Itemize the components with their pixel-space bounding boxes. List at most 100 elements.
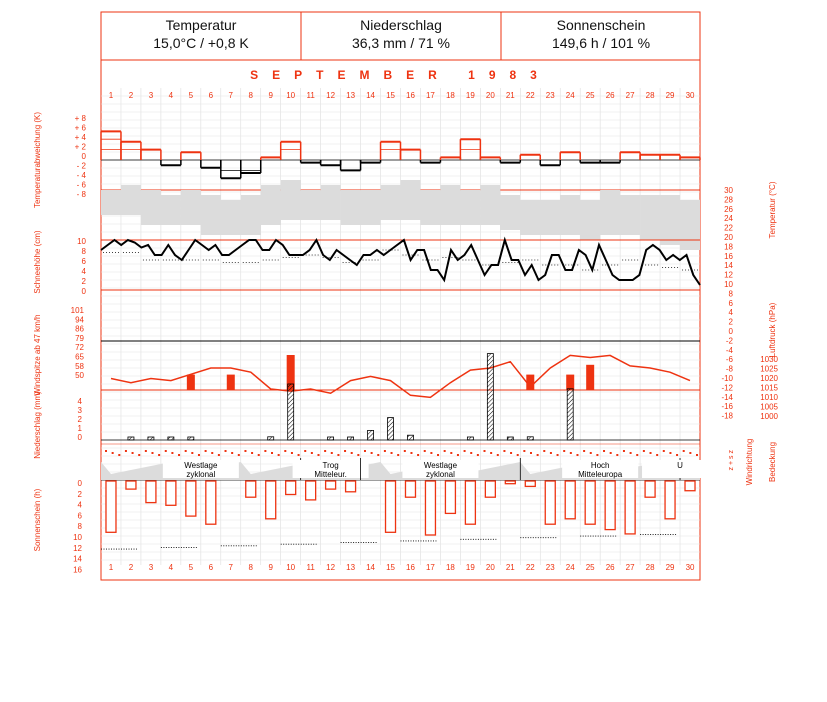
wind-dir-dot (131, 452, 134, 454)
temp-range-band (420, 190, 441, 225)
wind-dir-dot (284, 450, 287, 452)
wind-dir-dot (204, 450, 207, 452)
temperature-title: Temperatur (165, 17, 237, 33)
pressure-tick: 1005 (760, 403, 778, 412)
day-label-bottom: 23 (546, 563, 555, 572)
snow-axis-title: Schneehöhe (cm) (33, 230, 42, 293)
day-label-top: 8 (249, 91, 254, 100)
temp-range-band (240, 195, 261, 235)
precipitation-title: Niederschlag (360, 17, 442, 33)
temp-range-band (340, 190, 361, 225)
temp-tick: -12 (721, 383, 733, 392)
weather-type-box (292, 460, 369, 478)
sunshine-bar (644, 480, 656, 498)
temp-range-band (660, 195, 681, 245)
wind-dir-dot (231, 452, 234, 454)
temp-dev-tick: - 8 (77, 190, 87, 199)
sunshine-bar (464, 480, 477, 525)
temp-dev-tick: 0 (82, 152, 87, 161)
day-label-top: 26 (606, 91, 615, 100)
day-label-bottom: 17 (426, 563, 435, 572)
wind-dir-dot (656, 454, 659, 456)
wind-dir-axis-title: Windrichtung (745, 439, 754, 486)
sunshine-bar (504, 480, 516, 485)
day-label-top: 21 (506, 91, 515, 100)
sunshine-bar (544, 480, 556, 525)
sun-tick: 2 (78, 490, 83, 499)
wind-dir-dot (450, 452, 453, 454)
wind-dir-dot (622, 450, 625, 452)
day-label-bottom: 24 (566, 563, 575, 572)
day-label-bottom: 21 (506, 563, 515, 572)
day-label-bottom: 7 (229, 563, 234, 572)
temp-range-band (600, 190, 621, 235)
wind-tick: 79 (75, 334, 84, 343)
cloud-cover-area (101, 462, 700, 480)
temp-tick: 4 (729, 308, 734, 317)
wind-dir-dot (583, 450, 586, 452)
month-title: SEPTEMBER 1983 (250, 68, 551, 82)
wind-dir-dot (277, 454, 280, 456)
pressure-tick: 1030 (760, 355, 778, 364)
temp-dev-tick: + 6 (75, 124, 87, 133)
day-label-top: 30 (686, 91, 695, 100)
temp-range-band (380, 185, 401, 220)
precip-bar (466, 436, 474, 441)
wind-dir-dot (184, 450, 187, 452)
temp-dev-tick: + 8 (75, 114, 87, 123)
wind-dir-dot (357, 454, 360, 456)
pressure-axis-title: Luftdruck (hPa) (768, 302, 777, 357)
day-label-top: 14 (366, 91, 375, 100)
wind-dir-dot (224, 450, 227, 452)
day-label-top: 18 (446, 91, 455, 100)
day-label-top: 15 (386, 91, 395, 100)
day-label-top: 16 (406, 91, 415, 100)
temp-tick: 8 (729, 289, 734, 298)
wind-tick: 58 (75, 362, 84, 371)
sun-tick: 14 (73, 555, 82, 564)
precip-bar (506, 436, 514, 441)
temp-range-band (640, 195, 661, 240)
precip-tick: 3 (78, 406, 83, 415)
wind-dir-dot (178, 454, 181, 456)
temp-tick: 30 (724, 186, 733, 195)
precip-bar (327, 436, 335, 441)
weather-type-sublabel: Mitteleur. (314, 470, 346, 479)
sunshine-bar (304, 480, 317, 501)
sun-tick: 10 (73, 533, 82, 542)
wind-dir-dot (164, 450, 167, 452)
day-label-top: 5 (189, 91, 194, 100)
temp-dev-tick: + 2 (75, 143, 87, 152)
temp-tick: -6 (726, 355, 734, 364)
precip-bar (566, 388, 574, 441)
day-label-bottom: 25 (586, 563, 595, 572)
pressure-tick: 1010 (760, 393, 778, 402)
wind-dir-dot (138, 454, 141, 456)
temp-dev-axis-title: Temperaturabweichung (K) (33, 112, 42, 208)
wind-dir-dot (696, 454, 698, 456)
pressure-tick: 1025 (760, 365, 778, 374)
day-label-top: 4 (169, 91, 174, 100)
wind-dir-dot (476, 454, 479, 456)
wind-dir-dot (516, 454, 519, 456)
sun-tick: 0 (78, 479, 83, 488)
temp-dev-tick: - 2 (77, 162, 87, 171)
wind-dir-dot (523, 450, 526, 452)
wind-dir-dot (337, 454, 340, 456)
temp-tick: -10 (721, 374, 733, 383)
temp-tick: 12 (724, 271, 733, 280)
day-label-bottom: 15 (386, 563, 395, 572)
wind-dir-dot (383, 450, 386, 452)
temp-dev-tick: - 6 (77, 181, 87, 190)
precip-bar (407, 434, 414, 441)
precip-bar (147, 436, 155, 441)
temp-tick: 10 (724, 280, 733, 289)
wind-dir-dot (556, 454, 559, 456)
snow-tick: 6 (82, 257, 87, 266)
wind-dir-dot (257, 454, 260, 456)
pressure-tick: 1020 (760, 374, 778, 383)
wind-tick: 86 (75, 325, 84, 334)
wind-dir-dot (297, 454, 300, 456)
wind-dir-dot (410, 452, 413, 454)
wind-dir-dot (536, 454, 539, 456)
